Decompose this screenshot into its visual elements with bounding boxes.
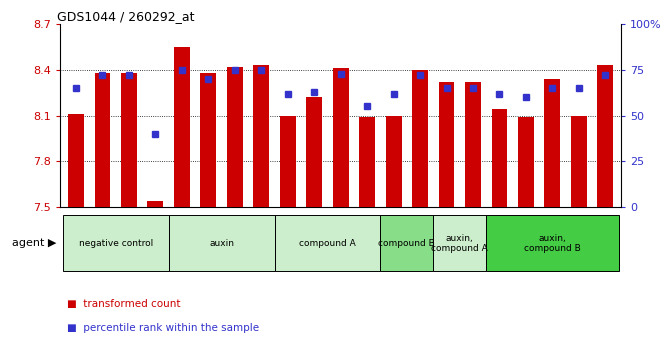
Bar — [412, 70, 428, 207]
Text: negative control: negative control — [79, 239, 153, 248]
Bar — [597, 65, 613, 207]
Bar — [465, 82, 481, 207]
Text: ■  transformed count: ■ transformed count — [67, 299, 180, 308]
Bar — [492, 109, 508, 207]
Bar — [306, 97, 322, 207]
Text: compound A: compound A — [299, 239, 356, 248]
Bar — [168, 215, 275, 272]
Text: compound B: compound B — [379, 239, 436, 248]
Bar — [380, 215, 434, 272]
Bar — [253, 65, 269, 207]
Bar — [95, 73, 110, 207]
Bar — [68, 114, 84, 207]
Text: GDS1044 / 260292_at: GDS1044 / 260292_at — [57, 10, 195, 23]
Bar — [434, 215, 486, 272]
Bar — [333, 68, 349, 207]
Text: auxin: auxin — [209, 239, 234, 248]
Bar — [486, 215, 619, 272]
Bar — [280, 116, 296, 207]
Bar — [518, 117, 534, 207]
Bar — [275, 215, 380, 272]
Text: ■  percentile rank within the sample: ■ percentile rank within the sample — [67, 323, 259, 333]
Bar — [385, 116, 401, 207]
Text: auxin,
compound A: auxin, compound A — [432, 234, 488, 253]
Bar — [121, 73, 137, 207]
Bar — [439, 82, 454, 207]
Bar — [148, 201, 164, 207]
Bar — [359, 117, 375, 207]
Bar — [63, 215, 168, 272]
Text: agent ▶: agent ▶ — [13, 238, 57, 248]
Bar — [544, 79, 560, 207]
Bar — [174, 47, 190, 207]
Bar — [571, 116, 587, 207]
Bar — [227, 67, 242, 207]
Bar — [200, 73, 216, 207]
Text: auxin,
compound B: auxin, compound B — [524, 234, 580, 253]
